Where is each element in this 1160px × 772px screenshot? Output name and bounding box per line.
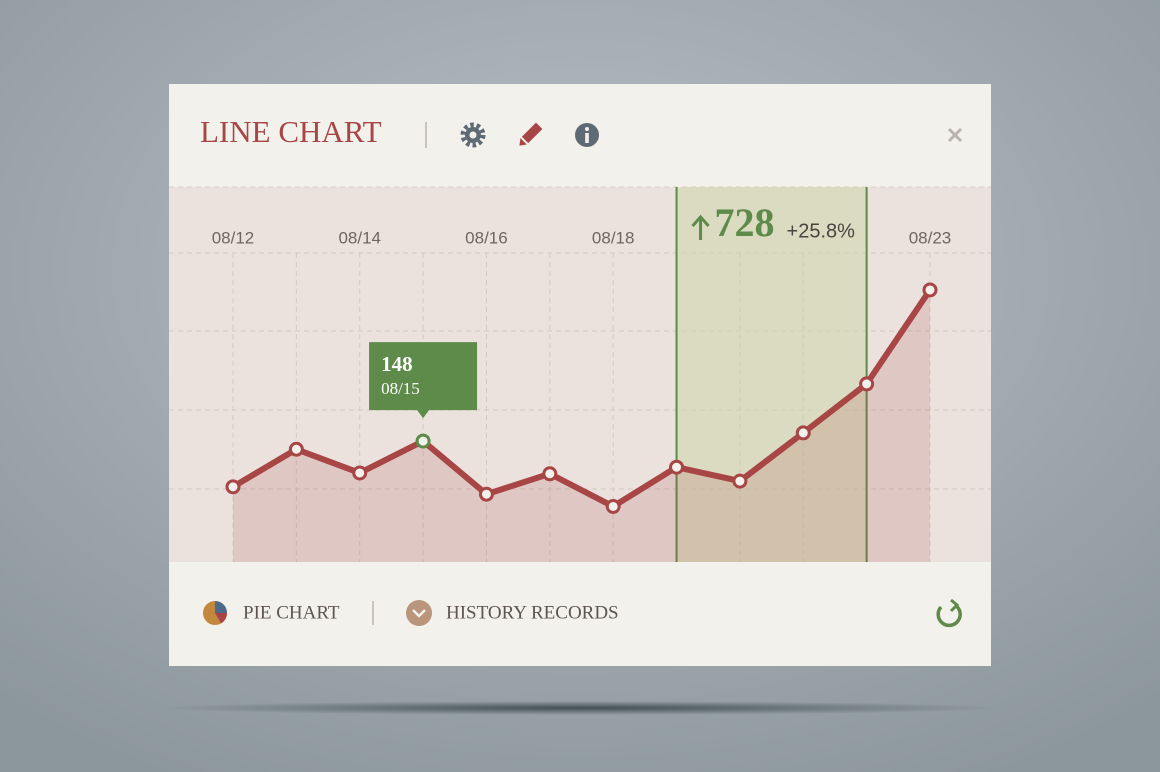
point <box>288 441 304 457</box>
plot: 08/12 08/14 08/16 08/18 08/23 148 08/15 728 +25.… <box>169 187 991 562</box>
close-button[interactable] <box>947 127 963 143</box>
point <box>605 498 621 514</box>
card-shadow <box>160 701 1000 715</box>
x-tick-label: 08/23 <box>909 228 952 247</box>
point <box>225 479 241 495</box>
line <box>231 288 933 510</box>
point <box>415 433 431 449</box>
history-link[interactable]: HISTORY RECORDS <box>406 600 619 626</box>
point <box>478 486 494 502</box>
link-label: HISTORY RECORDS <box>446 602 619 623</box>
up-arrow <box>691 214 710 240</box>
edit-icon[interactable] <box>516 122 543 149</box>
point <box>859 376 875 392</box>
point <box>542 466 558 482</box>
x-tick-label: 08/16 <box>465 228 508 247</box>
x-tick-label: 08/18 <box>592 228 635 247</box>
refresh-button[interactable] <box>936 598 962 628</box>
settings-icon[interactable] <box>460 122 486 148</box>
highlight-value: 728 <box>715 200 775 245</box>
x-tick-label: 08/14 <box>338 228 381 247</box>
title: LINE CHART <box>200 114 382 149</box>
link-label: PIE CHART <box>243 602 340 623</box>
point <box>732 473 748 489</box>
highlight-change: +25.8% <box>787 220 856 242</box>
pie-chart-link[interactable]: PIE CHART <box>203 601 340 625</box>
point <box>669 459 685 475</box>
tooltip <box>369 342 478 419</box>
area <box>233 289 930 562</box>
tooltip-date: 08/15 <box>381 379 420 398</box>
point <box>795 425 811 441</box>
info-icon[interactable] <box>575 123 599 147</box>
point <box>352 465 368 481</box>
highlight-band <box>676 187 867 562</box>
x-tick-label: 08/12 <box>212 228 255 247</box>
tooltip-value: 148 <box>381 352 413 376</box>
point <box>922 282 938 298</box>
